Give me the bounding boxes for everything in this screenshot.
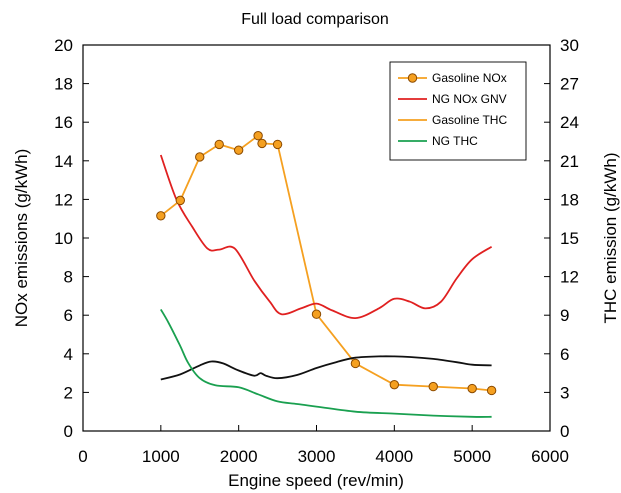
data-point-gasoline-nox bbox=[233, 145, 244, 155]
y-tick-label: 0 bbox=[64, 422, 73, 441]
y2-tick-label: 6 bbox=[560, 345, 569, 364]
x-tick-label: 0 bbox=[78, 447, 87, 466]
data-point-gasoline-nox bbox=[272, 139, 283, 150]
data-point-gasoline-nox bbox=[467, 383, 477, 394]
data-point-gasoline-nox bbox=[257, 138, 267, 149]
y-tick-label: 8 bbox=[64, 268, 73, 287]
y-tick-label: 16 bbox=[54, 113, 73, 132]
legend-label: NG NOx GNV bbox=[432, 92, 507, 106]
y2-tick-label: 18 bbox=[560, 190, 579, 209]
y-tick-label: 18 bbox=[54, 75, 73, 94]
y2-tick-label: 21 bbox=[560, 152, 579, 171]
y-tick-label: 4 bbox=[64, 345, 73, 364]
y-tick-label: 10 bbox=[54, 229, 73, 248]
data-point-gasoline-nox bbox=[214, 139, 224, 150]
x-tick-label: 1000 bbox=[142, 447, 180, 466]
data-point-gasoline-nox bbox=[389, 379, 400, 390]
y-tick-label: 12 bbox=[54, 190, 73, 209]
data-point-gasoline-nox bbox=[156, 211, 166, 221]
y-axis-left: 0 2 4 6 8 10 12 14 16 18 20 bbox=[54, 36, 89, 441]
data-point-gasoline-nox bbox=[486, 385, 497, 396]
y2-tick-label: 30 bbox=[560, 36, 579, 55]
series-line-gasoline-thc bbox=[160, 355, 492, 381]
x-tick-label: 6000 bbox=[531, 447, 569, 466]
y2-axis-title: THC emission (g/kWh) bbox=[601, 153, 620, 324]
y2-tick-label: 12 bbox=[560, 268, 579, 287]
y2-tick-label: 24 bbox=[560, 113, 579, 132]
x-tick-label: 3000 bbox=[298, 447, 336, 466]
data-point-gasoline-nox bbox=[311, 309, 322, 319]
legend-label: Gasoline NOx bbox=[432, 71, 507, 85]
legend-label: Gasoline THC bbox=[432, 113, 507, 127]
data-point-gasoline-nox bbox=[428, 381, 438, 392]
y-axis-right: 0 3 6 9 12 15 18 21 24 27 30 bbox=[544, 36, 579, 441]
y2-tick-label: 0 bbox=[560, 422, 569, 441]
marker-layer bbox=[156, 131, 497, 396]
series-line-ng-thc bbox=[160, 308, 492, 418]
x-tick-label: 4000 bbox=[375, 447, 413, 466]
series-layer bbox=[159, 134, 493, 418]
series-line-ng-nox-gnv bbox=[159, 154, 493, 320]
data-point-gasoline-nox bbox=[350, 358, 361, 369]
legend-marker bbox=[407, 73, 418, 83]
x-axis-title: Engine speed (rev/min) bbox=[228, 471, 404, 490]
y-tick-label: 14 bbox=[54, 152, 73, 171]
legend-label: NG THC bbox=[432, 134, 478, 148]
x-tick-label: 2000 bbox=[220, 447, 258, 466]
y-tick-label: 6 bbox=[64, 306, 73, 325]
y-axis-title: NOx emissions (g/kWh) bbox=[12, 149, 31, 328]
y-tick-label: 20 bbox=[54, 36, 73, 55]
series-line-gasoline-nox bbox=[160, 134, 492, 392]
data-point-gasoline-nox bbox=[175, 195, 185, 206]
chart-title: Full load comparison bbox=[241, 11, 389, 28]
y-tick-label: 2 bbox=[64, 383, 73, 402]
data-point-gasoline-nox bbox=[195, 152, 205, 162]
x-tick-label: 5000 bbox=[453, 447, 491, 466]
legend: Gasoline NOx NG NOx GNV Gasoline THC NG THC bbox=[389, 61, 527, 161]
y2-tick-label: 27 bbox=[560, 75, 579, 94]
y2-tick-label: 9 bbox=[560, 306, 569, 325]
y2-tick-label: 3 bbox=[560, 383, 569, 402]
data-point-gasoline-nox bbox=[253, 131, 263, 141]
x-axis: 0 1000 2000 3000 4000 5000 6000 bbox=[78, 425, 569, 466]
y2-tick-label: 15 bbox=[560, 229, 579, 248]
